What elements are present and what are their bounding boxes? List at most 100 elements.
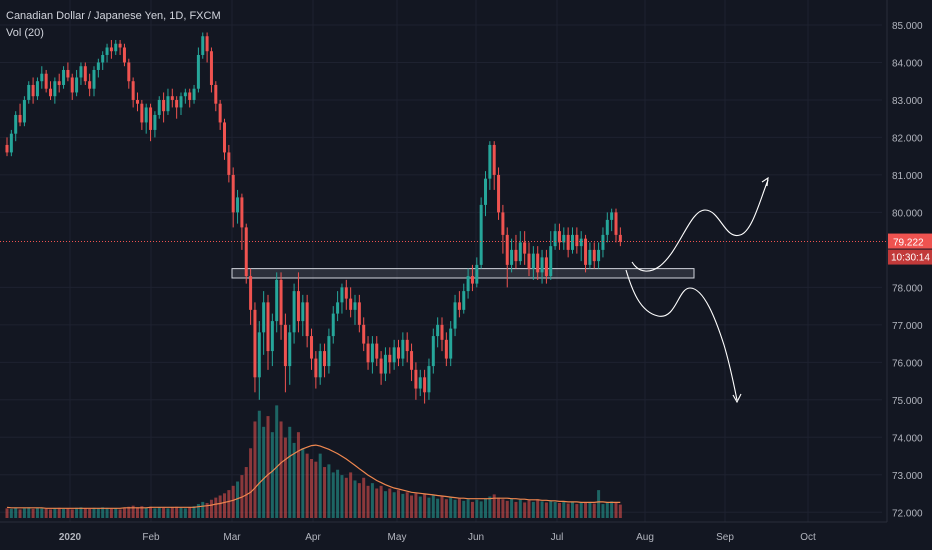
volume-bar — [318, 453, 322, 518]
volume-bar — [379, 485, 383, 518]
candle-body — [323, 351, 327, 367]
candle — [501, 204, 505, 254]
volume-bar — [544, 502, 548, 518]
volume-bar — [262, 426, 266, 518]
candle — [231, 167, 235, 228]
volume-bar — [279, 421, 283, 518]
volume-bar — [610, 501, 614, 518]
candle — [488, 141, 492, 190]
candle — [431, 328, 435, 374]
candle-body — [122, 47, 126, 63]
candle — [79, 62, 83, 85]
candle-body — [588, 249, 592, 265]
candle — [183, 88, 187, 104]
candle-body — [523, 242, 527, 254]
last-price-box — [888, 233, 932, 249]
volume-bar — [431, 495, 435, 518]
price-tick-label: 73.000 — [892, 471, 923, 482]
bullish-arrow-head — [761, 176, 769, 187]
candle — [279, 272, 283, 340]
volume-bar — [597, 490, 601, 518]
candle-body — [131, 81, 135, 100]
candle-body — [109, 47, 113, 52]
volume-bar — [592, 503, 596, 518]
candle-body — [549, 246, 553, 277]
volume-bar — [40, 508, 44, 518]
volume-bar — [527, 500, 531, 518]
candle-body — [584, 238, 588, 265]
candle — [601, 227, 605, 258]
volume-bar — [566, 503, 570, 518]
candle-body — [383, 354, 387, 374]
candle-body — [144, 107, 148, 123]
candle — [9, 129, 13, 157]
candle — [379, 351, 383, 385]
volume-bar — [470, 501, 474, 518]
candle — [475, 257, 479, 288]
volume-bar — [53, 508, 57, 518]
candle-body — [101, 54, 105, 63]
volume-bar — [66, 508, 70, 518]
volume-bar — [288, 426, 292, 518]
candle — [362, 317, 366, 352]
candle-body — [366, 343, 370, 363]
volume-bar — [540, 501, 544, 518]
volume-bar — [283, 437, 287, 518]
volume-bar — [83, 508, 87, 518]
candle-body — [214, 84, 218, 104]
candle — [410, 343, 414, 382]
volume-bar — [236, 481, 240, 518]
price-tick-label: 76.000 — [892, 358, 923, 369]
chart-legend: Canadian Dollar / Japanese Yen, 1D, FXCM… — [6, 8, 221, 42]
candle — [88, 73, 92, 97]
candle-body — [209, 51, 213, 85]
candle — [327, 328, 331, 374]
candle — [122, 43, 126, 67]
candle-body — [218, 103, 222, 123]
candle-body — [192, 88, 196, 100]
volume-bar — [357, 483, 361, 518]
candle — [188, 88, 192, 108]
grid — [0, 0, 882, 522]
candle — [105, 43, 109, 63]
time-tick-label: Sep — [716, 532, 734, 543]
volume-bar — [101, 507, 105, 518]
volume-bar — [249, 448, 253, 518]
candle — [479, 197, 483, 269]
candle-body — [566, 234, 570, 250]
candle — [436, 317, 440, 348]
candle — [527, 242, 531, 277]
volume-bar — [266, 416, 270, 518]
volume-bar — [557, 502, 561, 518]
candle-body — [440, 324, 444, 340]
candle-body — [470, 276, 474, 284]
candle — [457, 291, 461, 318]
candle-body — [314, 358, 318, 378]
time-tick-label: Aug — [636, 532, 654, 543]
candle-body — [618, 234, 622, 242]
volume-bar — [336, 469, 340, 518]
candle — [157, 96, 161, 119]
candle — [253, 302, 257, 393]
candle — [118, 39, 122, 55]
candle-body — [240, 197, 244, 228]
volume-bar — [109, 508, 113, 518]
time-tick-label: Apr — [305, 532, 321, 543]
volume-bar — [70, 509, 74, 518]
volume-bar — [310, 459, 313, 518]
volume-bars — [5, 405, 622, 518]
volume-bar — [484, 498, 487, 518]
candle — [370, 336, 374, 374]
candle — [575, 227, 579, 254]
candle-body — [31, 84, 35, 97]
candle-body — [423, 377, 427, 393]
volume-bar — [531, 501, 535, 518]
price-tick-label: 84.000 — [892, 58, 923, 69]
candle — [579, 231, 583, 262]
candle — [179, 92, 183, 115]
volume-bar — [27, 507, 31, 518]
candle-body — [488, 144, 492, 179]
volume-bar — [314, 461, 318, 518]
volume-bar — [418, 496, 422, 518]
